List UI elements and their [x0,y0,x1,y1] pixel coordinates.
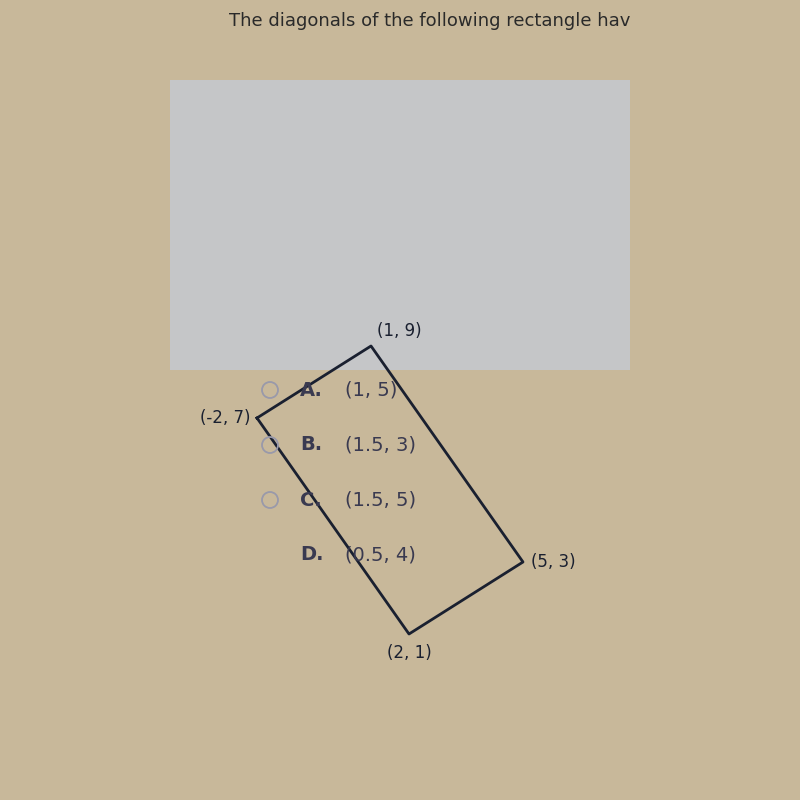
Text: (-2, 7): (-2, 7) [201,409,251,427]
Text: C.: C. [300,490,322,510]
Text: (2, 1): (2, 1) [386,644,431,662]
Text: The diagonals of the following rectangle hav: The diagonals of the following rectangle… [230,12,630,30]
Text: (1, 5): (1, 5) [345,381,398,399]
Text: B.: B. [300,435,322,454]
Text: (1.5, 3): (1.5, 3) [345,435,416,454]
Text: (1.5, 5): (1.5, 5) [345,490,416,510]
Text: (1, 9): (1, 9) [377,322,422,340]
Text: A.: A. [300,381,323,399]
Text: (0.5, 4): (0.5, 4) [345,546,416,565]
Bar [170,80,630,370]
Text: D.: D. [300,546,323,565]
Text: (5, 3): (5, 3) [531,553,576,571]
